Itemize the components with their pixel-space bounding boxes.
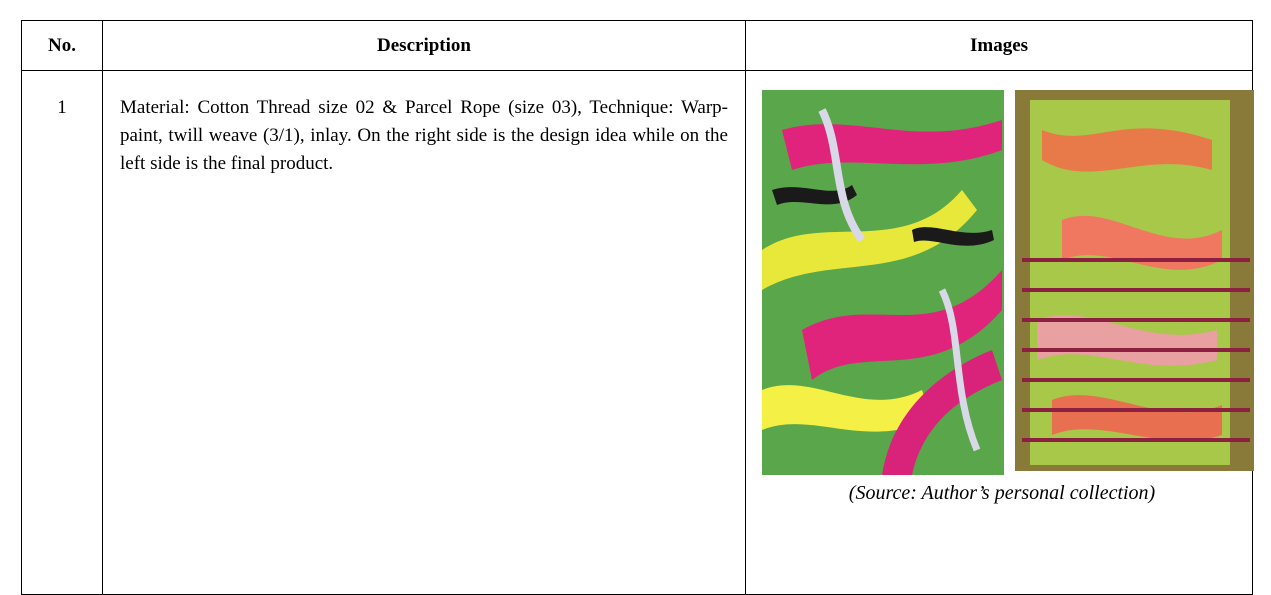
page: Table {"table": { "headers": ["No.", "De… (21, 20, 1254, 595)
images (762, 90, 1254, 475)
header-cell: Images (745, 20, 1253, 71)
design-image (762, 90, 1004, 475)
description-cell: Material: Cotton Thread size 02 & Parcel… (102, 70, 746, 595)
header-row: No. Description Images (21, 20, 1253, 71)
image-caption: (Source: Author’s personal collection) (848, 482, 1156, 504)
product-image (1015, 90, 1254, 471)
table: No. Description Images 1 Material: Cotto… (21, 20, 1254, 595)
header-cell: Description (102, 20, 746, 71)
body-row: 1 Material: Cotton Thread size 02 & Parc… (21, 70, 1254, 595)
images-cell: (Source: Author’s personal collection) (745, 70, 1254, 595)
document: No. Description Images 1 Material: Cotto… (21, 20, 1254, 595)
number-cell: 1 (21, 70, 103, 595)
header-cell: No. (21, 20, 103, 71)
